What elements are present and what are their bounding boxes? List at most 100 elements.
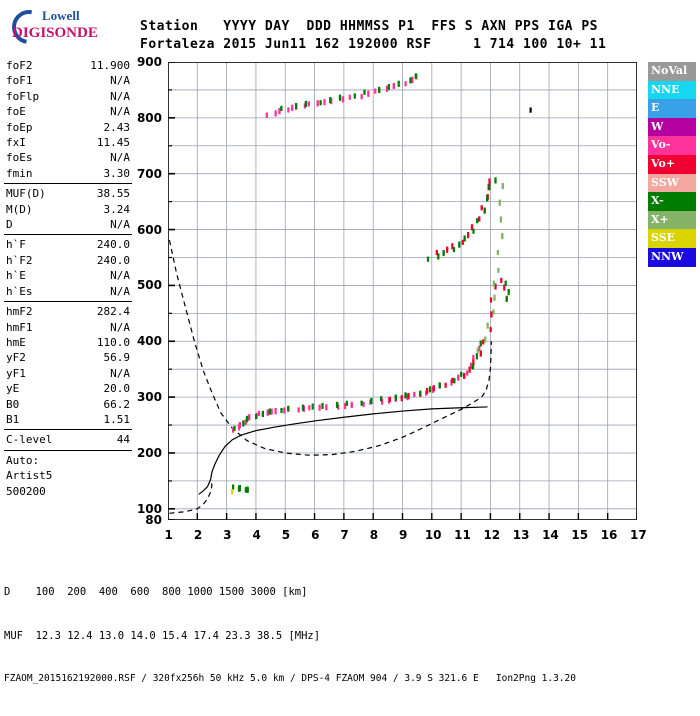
y-tick-label-100: 100 [136, 501, 162, 516]
curve-dashed-e-layer-segment [169, 479, 213, 514]
logo-brand-top: Lowell [42, 8, 80, 23]
param-row-foflp: foFlp N/A [4, 89, 132, 104]
x-tick-label-10: 10 [424, 528, 442, 542]
param-key: hmF2 [6, 305, 33, 319]
curve-true-height-profile-solid- [198, 406, 488, 495]
footer-filename-row: FZAOM_2015162192000.RSF / 320fx256h 50 k… [4, 673, 576, 684]
param-value: 56.9 [103, 351, 131, 365]
polarization-legend: NoVal NNE E W Vo- Vo+ SSW X- X+ SSE NNW [648, 62, 696, 267]
x-tick-label-3: 3 [223, 528, 232, 542]
param-row-hes: h`Es N/A [4, 284, 132, 299]
x-tick-label-2: 2 [193, 528, 203, 542]
x-tick-label-6: 6 [311, 528, 320, 542]
legend-item-vo[interactable]: Vo+ [648, 154, 696, 174]
x-tick-label-12: 12 [483, 528, 501, 542]
legend-item-x[interactable]: X- [648, 192, 696, 211]
param-row-mufd: MUF(D) 38.55 [4, 186, 132, 201]
x-tick-label-15: 15 [571, 528, 589, 542]
param-key: hmF1 [6, 320, 33, 334]
param-key: MUF(D) [6, 187, 46, 201]
x-tick-label-5: 5 [281, 528, 291, 542]
param-key: h`F2 [6, 253, 33, 267]
legend-item-nnw[interactable]: NNW [648, 247, 696, 267]
param-value: N/A [110, 320, 130, 334]
param-key: C-level [6, 433, 53, 447]
param-row-yf1: yF1 N/A [4, 366, 132, 381]
y-axis-labels: 80 100 200 300 400 500 600 700 800 900 [110, 55, 162, 535]
param-row-clevel: C-level 44 [4, 432, 132, 447]
param-row-he: h`E N/A [4, 268, 132, 283]
param-key: h`E [6, 269, 26, 283]
series-isolated-echo-red [500, 277, 506, 291]
y-tick-label-900: 900 [136, 55, 162, 69]
param-value: 66.2 [103, 397, 131, 411]
param-divider [4, 429, 132, 431]
autoscale-line-2: 500200 [6, 484, 46, 498]
param-key: foEs [6, 151, 33, 165]
lowell-digisonde-logo: Lowell DIGISONDE [5, 3, 128, 51]
param-value: 3.24 [103, 202, 131, 216]
curve-muf-model-overlay-dashed- [168, 240, 492, 456]
param-row-fof2: foF2 11.900 [4, 58, 132, 73]
header-line-columns: Station YYYY DAY DDD HHMMSS P1 FFS S AXN… [140, 19, 598, 34]
param-key: yE [6, 382, 20, 396]
param-row-foep: foEp 2.43 [4, 120, 132, 135]
legend-item-e[interactable]: E [648, 99, 696, 118]
y-tick-label-400: 400 [136, 334, 162, 349]
param-value: N/A [110, 366, 130, 380]
param-divider [4, 449, 132, 451]
station-header: Station YYYY DAY DDD HHMMSS P1 FFS S AXN… [140, 18, 606, 54]
param-row-fxi: fxI 11.45 [4, 135, 132, 150]
x-tick-label-13: 13 [512, 528, 530, 542]
param-value: 110.0 [96, 335, 130, 349]
param-value: 11.45 [96, 136, 130, 150]
footer-distance-row: D 100 200 400 600 800 1000 1500 3000 [km… [4, 586, 308, 598]
x-tick-label-17: 17 [630, 528, 647, 542]
legend-item-noval[interactable]: NoVal [648, 62, 696, 81]
param-divider [4, 301, 132, 303]
y-tick-label-700: 700 [136, 166, 162, 181]
series-e-region-sse-patch [231, 489, 234, 495]
legend-item-ssw[interactable]: SSW [648, 173, 696, 193]
param-value: 282.4 [96, 305, 130, 319]
ionogram-plot-area [168, 62, 637, 520]
param-key: D [6, 218, 13, 232]
param-key: yF2 [6, 351, 26, 365]
ionospheric-parameters-panel: foF2 11.900 foF1 N/A foFlp N/A foE N/A foEp 2.43 f… [4, 58, 132, 499]
param-row-fmin: fmin 3.30 [4, 166, 132, 181]
param-value: 11.900 [90, 59, 130, 72]
param-value: 240.0 [96, 238, 130, 252]
param-value: 38.55 [96, 187, 130, 201]
x-tick-label-9: 9 [399, 528, 408, 542]
param-key: foF1 [6, 74, 33, 88]
legend-item-sse[interactable]: SSE [648, 229, 696, 248]
y-tick-label-600: 600 [136, 222, 162, 237]
param-value: 2.43 [103, 120, 131, 134]
x-tick-label-16: 16 [600, 528, 618, 542]
series-scattered-high-altitude-echoes-x [426, 177, 497, 262]
param-value: N/A [110, 151, 130, 165]
legend-item-vo[interactable]: Vo- [648, 136, 696, 155]
param-divider [4, 234, 132, 236]
x-tick-label-1: 1 [164, 528, 173, 542]
param-value: N/A [110, 284, 130, 298]
param-key: fmin [6, 166, 33, 180]
param-row-hf2: h`F2 240.0 [4, 253, 132, 268]
param-key: h`F [6, 238, 26, 252]
legend-item-nne[interactable]: NNE [648, 80, 696, 100]
x-tick-label-14: 14 [542, 528, 559, 542]
param-row-foes: foEs N/A [4, 150, 132, 165]
legend-item-w[interactable]: W [648, 117, 696, 137]
series-e-region-sporadic-patch [232, 484, 249, 493]
param-row-hmf1: hmF1 N/A [4, 320, 132, 335]
series-x-green-trace-f-region- [233, 340, 482, 431]
param-row-foe: foE N/A [4, 104, 132, 119]
y-tick-label-800: 800 [136, 110, 162, 125]
param-key: foF2 [6, 59, 33, 72]
param-row-md: M(D) 3.24 [4, 202, 132, 217]
legend-item-x[interactable]: X+ [648, 210, 696, 230]
param-key: B1 [6, 412, 20, 426]
param-row-fof1: foF1 N/A [4, 73, 132, 88]
param-row-hmf2: hmF2 282.4 [4, 304, 132, 319]
param-value: N/A [110, 105, 130, 119]
